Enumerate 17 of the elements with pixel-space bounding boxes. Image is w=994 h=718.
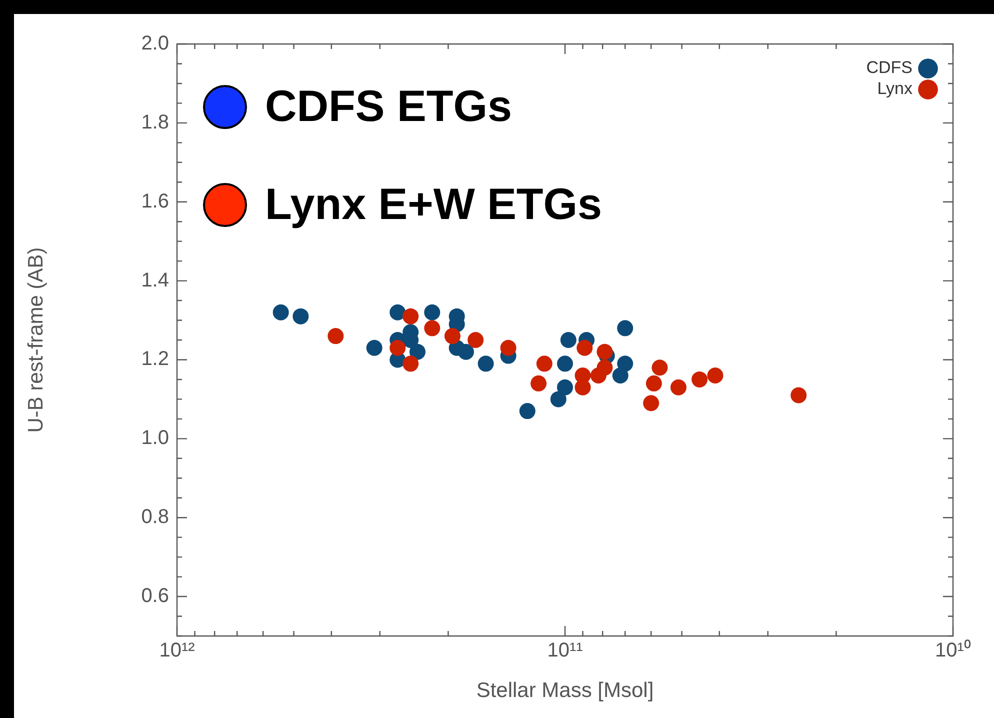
y-tick-label: 0.6 <box>141 585 169 608</box>
annotation: Lynx E+W ETGs <box>265 180 602 230</box>
x-tick-label: 10¹² <box>159 640 196 662</box>
legend-label: CDFS <box>866 58 912 78</box>
y-tick-label: 2.0 <box>141 32 169 55</box>
x-tick-label: 10¹⁰ <box>935 638 971 662</box>
y-tick-label: 1.2 <box>141 348 169 370</box>
y-tick-label: 0.8 <box>141 506 169 528</box>
x-tick-label: 10¹¹ <box>547 640 584 662</box>
y-tick-label: 1.8 <box>141 111 169 134</box>
y-axis-title: U-B rest-frame (AB) <box>24 247 48 433</box>
legend-label: Lynx <box>877 79 913 98</box>
y-tick-label: 1.0 <box>141 427 169 450</box>
y-tick-label: 1.4 <box>141 269 169 292</box>
x-axis-title: Stellar Mass [Msol] <box>476 679 654 702</box>
annotation: CDFS ETGs <box>265 82 512 132</box>
y-tick-label: 1.6 <box>141 190 169 212</box>
